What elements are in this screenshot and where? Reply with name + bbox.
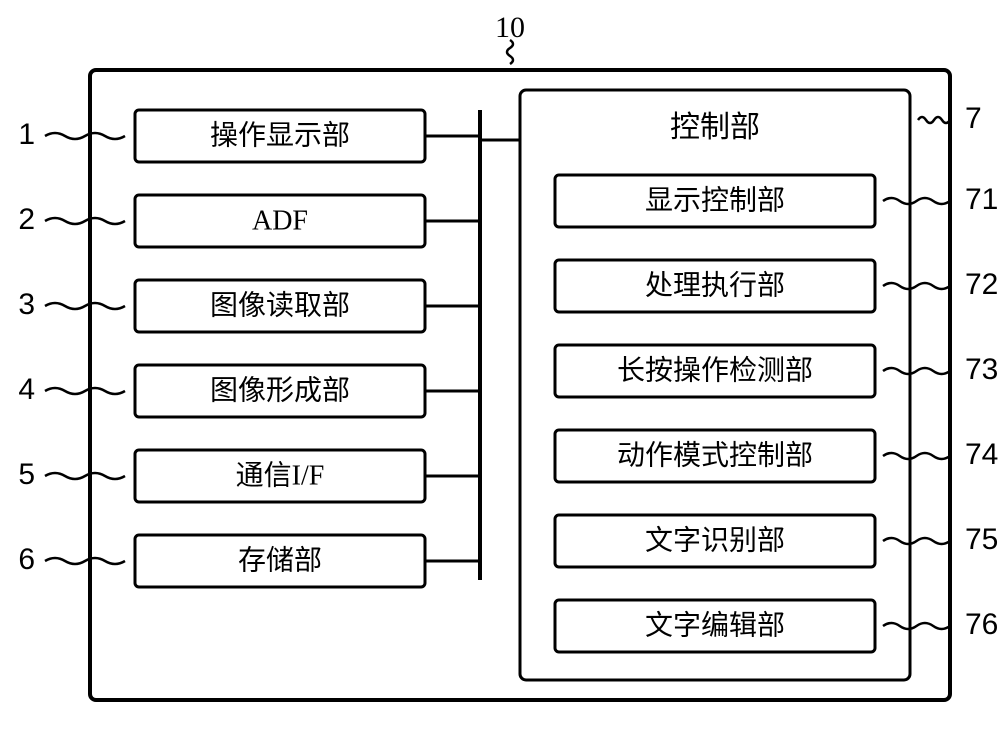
inner-block-text-4: 文字识别部 (645, 524, 785, 556)
inner-block-text-3: 动作模式控制部 (617, 439, 813, 471)
inner-block-text-5: 文字编辑部 (645, 609, 785, 641)
left-label-1: 2 (18, 203, 35, 236)
left-block-text-5: 存储部 (238, 544, 322, 576)
inner-label-4: 75 (965, 523, 998, 556)
inner-block-text-0: 显示控制部 (645, 184, 785, 216)
left-label-0: 1 (18, 118, 35, 151)
left-label-5: 6 (18, 543, 35, 576)
left-block-text-0: 操作显示部 (210, 119, 350, 151)
inner-block-text-2: 长按操作检测部 (617, 354, 813, 386)
outer-label: 10 (495, 11, 525, 44)
inner-label-5: 76 (965, 608, 998, 641)
control-group-title: 控制部 (670, 111, 760, 144)
left-block-text-4: 通信I/F (236, 459, 325, 491)
left-label-4: 5 (18, 458, 35, 491)
left-block-text-2: 图像读取部 (210, 289, 350, 321)
inner-block-text-1: 处理执行部 (645, 269, 785, 301)
left-label-2: 3 (18, 288, 35, 321)
inner-label-3: 74 (965, 438, 998, 471)
inner-label-0: 71 (965, 183, 998, 216)
control-label: 7 (965, 102, 982, 135)
left-block-text-1: ADF (252, 205, 308, 236)
left-label-3: 4 (18, 373, 35, 406)
inner-label-2: 73 (965, 353, 998, 386)
left-block-text-3: 图像形成部 (210, 374, 350, 406)
inner-label-1: 72 (965, 268, 998, 301)
